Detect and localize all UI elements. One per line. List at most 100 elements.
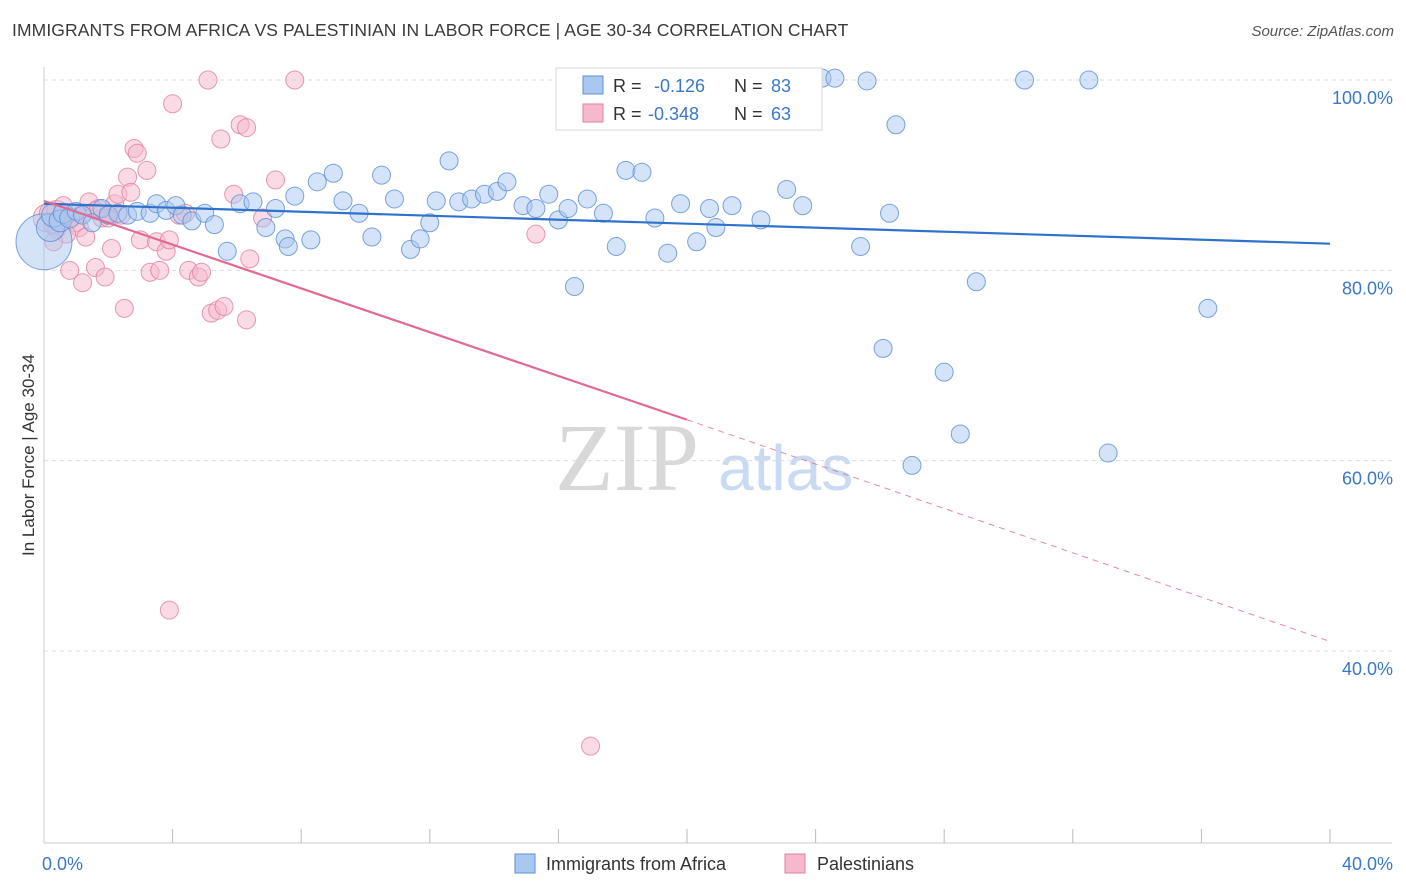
source-credit: Source: ZipAtlas.com [1251,23,1394,40]
point-immigrants-from-africa [217,241,237,261]
legend-r-value-1: -0.126 [654,76,705,96]
point-immigrants-from-africa [323,163,343,183]
point-immigrants-from-africa [902,455,922,475]
trend-line-palestinians-extrapolated [686,419,1331,642]
legend-n-label-2: N = [734,104,763,124]
point-palestinians [192,262,212,282]
y-tick-label: 40.0% [1342,659,1393,679]
legend-swatch-pink [582,103,604,123]
point-immigrants-from-africa [966,272,986,292]
point-immigrants-from-africa [934,362,954,382]
point-palestinians [198,70,218,90]
point-immigrants-from-africa [658,243,678,263]
point-immigrants-from-africa [278,237,298,257]
y-tick-label: 80.0% [1342,278,1393,298]
trend-line-immigrants-from-africa [43,202,1331,245]
point-immigrants-from-africa [851,237,871,257]
point-immigrants-from-africa [410,229,430,249]
point-immigrants-from-africa [301,230,321,250]
point-immigrants-from-africa [204,215,224,235]
x-tick-labels: 0.0% 40.0% [42,854,1393,874]
point-immigrants-from-africa [687,232,707,252]
point-immigrants-from-africa [616,160,636,180]
y-tick-label: 60.0% [1342,469,1393,489]
bottom-legend-label-2: Palestinians [817,854,914,874]
point-immigrants-from-africa [497,172,517,192]
x-ticks [172,829,1331,843]
legend-r-value-2: -0.348 [648,104,699,124]
chart-title: IMMIGRANTS FROM AFRICA VS PALESTINIAN IN… [12,20,849,40]
point-palestinians [102,238,122,258]
point-immigrants-from-africa [645,208,665,228]
point-immigrants-from-africa [285,186,305,206]
point-palestinians [581,736,601,756]
axes [43,67,1392,844]
point-immigrants-from-africa [362,227,382,247]
point-immigrants-from-africa [706,218,726,238]
trend-lines [43,199,1331,642]
point-immigrants-from-africa [606,237,626,257]
point-palestinians [73,273,93,293]
legend-n-value-1: 83 [771,76,791,96]
point-palestinians [114,298,134,318]
y-tick-labels: 100.0% 80.0% 60.0% 40.0% [1332,88,1393,679]
stats-legend: R = -0.126 N = 83 R = -0.348 N = 63 [555,67,823,131]
point-palestinians [150,260,170,280]
point-immigrants-from-africa [722,196,742,216]
point-palestinians [137,160,157,180]
watermark: ZIP atlas [555,404,853,511]
legend-n-label-1: N = [734,76,763,96]
point-immigrants-from-africa [1198,298,1218,318]
legend-r-label-1: R = [613,76,642,96]
watermark-atlas: atlas [718,432,853,504]
point-immigrants-from-africa [671,194,691,214]
bottom-legend-label-1: Immigrants from Africa [546,854,727,874]
point-immigrants-from-africa [886,115,906,135]
y-tick-label: 100.0% [1332,88,1393,108]
point-immigrants-from-africa [777,179,797,199]
point-immigrants-from-africa [632,162,652,182]
point-immigrants-from-africa [825,68,845,88]
point-immigrants-from-africa [751,210,771,230]
trend-line-palestinians [43,199,688,421]
point-immigrants-from-africa [873,338,893,358]
point-palestinians [163,94,183,114]
bottom-legend-swatch-blue [514,853,536,874]
point-immigrants-from-africa [439,151,459,171]
point-immigrants-from-africa [539,184,559,204]
point-immigrants-from-africa [256,218,276,238]
point-palestinians [526,224,546,244]
grid [44,79,1392,652]
point-palestinians [214,296,234,316]
point-palestinians [237,310,257,330]
series-legend: Immigrants from Africa Palestinians [514,853,914,874]
x-tick-label: 40.0% [1342,854,1393,874]
point-palestinians [127,143,147,163]
point-palestinians [240,249,260,269]
point-immigrants-from-africa [265,198,285,218]
point-palestinians [121,182,141,202]
legend-n-value-2: 63 [771,104,791,124]
point-palestinians [60,260,80,280]
point-immigrants-from-africa [384,189,404,209]
point-immigrants-from-africa [526,198,546,218]
point-immigrants-from-africa [307,172,327,192]
point-immigrants-from-africa [577,189,597,209]
point-palestinians [95,267,115,287]
point-palestinians [159,600,179,620]
point-immigrants-from-africa [426,191,446,211]
point-immigrants-from-africa [950,424,970,444]
point-immigrants-from-africa [700,198,720,218]
point-immigrants-from-africa [793,196,813,216]
watermark-zip: ZIP [555,404,699,511]
point-immigrants-from-africa [420,213,440,233]
point-immigrants-from-africa [243,192,263,212]
point-palestinians [265,170,285,190]
point-immigrants-from-africa [333,191,353,211]
point-immigrants-from-africa [372,165,392,185]
x-tick-label: 0.0% [42,854,83,874]
legend-r-label-2: R = [613,104,642,124]
bottom-legend-swatch-pink [784,853,806,874]
point-immigrants-from-africa [593,203,613,223]
